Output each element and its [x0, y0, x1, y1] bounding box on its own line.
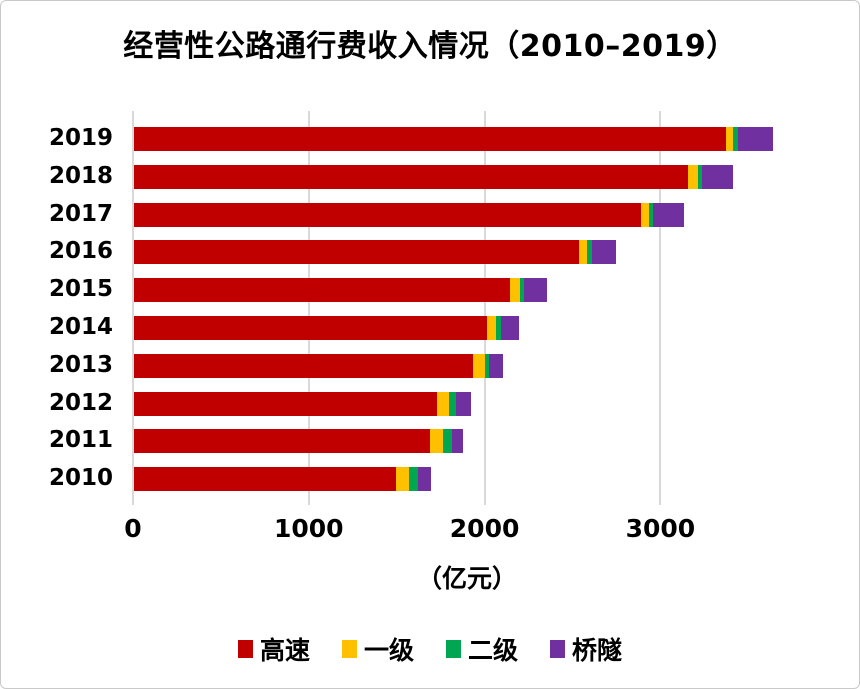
- bar-row-2015: [134, 278, 547, 303]
- gridline-1000: [307, 111, 310, 498]
- bar-segment-2018-s0: [134, 164, 689, 189]
- bar-segment-2014-s2: [496, 315, 502, 340]
- axis-tick-1000: [307, 498, 310, 505]
- bar-segment-2011-s2: [442, 429, 452, 454]
- bar-segment-2017-s2: [649, 202, 654, 227]
- bar-segment-2010-s1: [395, 467, 409, 492]
- bar-segment-2017-s3: [653, 202, 684, 227]
- legend-swatch-icon: [341, 640, 357, 658]
- bar-segment-2016-s2: [587, 240, 593, 265]
- bar-segment-2012-s2: [448, 391, 456, 416]
- bar-segment-2019-s2: [733, 126, 738, 151]
- bar-segment-2018-s1: [688, 164, 698, 189]
- legend-item-0: 高速: [237, 631, 310, 667]
- x-tick-label-2000: 2000: [449, 514, 520, 543]
- legend-item-2: 二级: [446, 631, 518, 667]
- y-label-2011: 2011: [48, 427, 113, 454]
- bar-segment-2012-s0: [134, 391, 437, 416]
- legend-label: 桥隧: [572, 636, 623, 665]
- gridline-3000: [659, 111, 662, 498]
- legend-label: 二级: [468, 636, 519, 665]
- bar-row-2013: [134, 353, 503, 378]
- bar-row-2011: [134, 429, 463, 454]
- bar-segment-2017-s0: [134, 202, 641, 227]
- bar-segment-2014-s1: [487, 315, 497, 340]
- bar-segment-2013-s2: [484, 353, 489, 378]
- x-tick-label-0: 0: [124, 514, 142, 543]
- y-label-2014: 2014: [48, 313, 113, 340]
- y-label-2017: 2017: [48, 200, 113, 227]
- legend-swatch-icon: [237, 640, 253, 658]
- bar-segment-2013-s1: [472, 353, 485, 378]
- bar-segment-2018-s2: [697, 164, 702, 189]
- y-label-2010: 2010: [48, 465, 113, 492]
- bar-segment-2013-s3: [488, 353, 503, 378]
- bar-row-2018: [134, 164, 734, 189]
- bar-row-2019: [134, 126, 773, 151]
- legend-label: 一级: [363, 636, 414, 665]
- bar-segment-2019-s3: [737, 126, 773, 151]
- chart-title: 经营性公路通行费收入情况（2010–2019）: [123, 29, 737, 64]
- bar-segment-2017-s1: [640, 202, 650, 227]
- bar-segment-2011-s3: [451, 429, 463, 454]
- bar-segment-2011-s0: [134, 429, 431, 454]
- bar-segment-2019-s0: [134, 126, 727, 151]
- y-label-2012: 2012: [48, 389, 113, 416]
- y-label-2019: 2019: [48, 124, 113, 151]
- bar-segment-2013-s0: [134, 353, 473, 378]
- bar-row-2016: [134, 240, 616, 265]
- x-tick-label-1000: 1000: [273, 514, 344, 543]
- axis-tick-2000: [483, 498, 486, 505]
- bar-segment-2010-s2: [408, 467, 418, 492]
- x-axis-title: （亿元）: [416, 564, 517, 593]
- bar-segment-2019-s1: [726, 126, 734, 151]
- bar-segment-2010-s3: [417, 467, 432, 492]
- bar-segment-2015-s0: [134, 278, 511, 303]
- bar-row-2012: [134, 391, 472, 416]
- y-label-2018: 2018: [48, 162, 113, 189]
- gridline-2000: [483, 111, 486, 498]
- bar-segment-2015-s2: [519, 278, 525, 303]
- y-label-2016: 2016: [48, 238, 113, 265]
- bar-segment-2012-s3: [455, 391, 472, 416]
- y-label-2015: 2015: [48, 276, 113, 303]
- legend-swatch-icon: [446, 640, 461, 658]
- bar-segment-2018-s3: [701, 164, 734, 189]
- bar-segment-2011-s1: [430, 429, 443, 454]
- bar-row-2017: [134, 202, 684, 227]
- bar-segment-2012-s1: [436, 391, 449, 416]
- y-label-2013: 2013: [48, 351, 113, 378]
- bar-segment-2015-s3: [524, 278, 547, 303]
- bar-row-2010: [134, 467, 432, 492]
- legend-item-1: 一级: [341, 631, 414, 667]
- axis-tick-0: [132, 498, 134, 505]
- bar-segment-2010-s0: [134, 467, 396, 492]
- bar-segment-2014-s0: [134, 315, 488, 340]
- bar-segment-2015-s1: [510, 278, 520, 303]
- x-tick-label-3000: 3000: [625, 514, 696, 543]
- bar-segment-2016-s3: [592, 240, 616, 265]
- gridline-0: [132, 111, 134, 498]
- bar-segment-2014-s3: [501, 315, 519, 340]
- axis-tick-3000: [659, 498, 662, 505]
- legend-label: 高速: [259, 636, 310, 665]
- legend-swatch-icon: [550, 640, 566, 658]
- bar-segment-2016-s0: [134, 240, 580, 265]
- legend: 高速 一级 二级 桥隧: [1, 631, 859, 667]
- bar-segment-2016-s1: [579, 240, 588, 265]
- bar-row-2014: [134, 315, 519, 340]
- legend-item-3: 桥隧: [550, 631, 622, 667]
